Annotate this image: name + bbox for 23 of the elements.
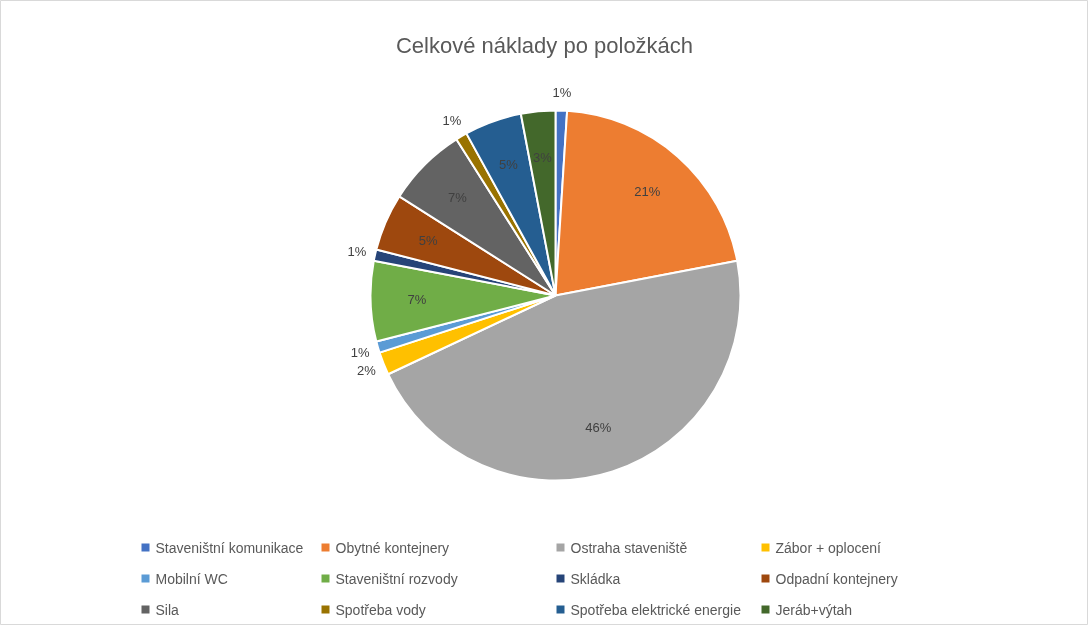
legend-label: Obytné kontejnery [335,539,450,556]
legend-label: Skládka [570,570,621,587]
legend-label: Odpadní kontejnery [775,570,898,587]
data-label: 1% [350,344,370,360]
legend-label: Zábor + oplocení [775,539,882,556]
chart-title: Celkové náklady po položkách [395,33,694,58]
data-label: 2% [356,362,377,378]
data-label: 5% [418,232,438,248]
legend-label: Ostraha staveniště [570,539,688,556]
legend-label: Spotřeba vody [335,601,426,618]
legend-label: Spotřeba elektrické energie [570,601,742,618]
data-label: 1% [347,243,367,259]
data-label: 5% [499,157,519,173]
legend-label: Staveništní komunikace [155,539,304,556]
data-label: 7% [407,292,427,308]
data-label: 1% [442,112,462,128]
legend-label: Jeráb+výtah [775,601,853,618]
legend-label: Mobilní WC [155,570,228,587]
legend-label: Staveništní rozvody [335,570,458,587]
data-label: 21% [634,183,661,199]
data-label: 1% [552,84,572,100]
legend-label: Sila [155,601,180,618]
data-label: 46% [585,419,612,435]
